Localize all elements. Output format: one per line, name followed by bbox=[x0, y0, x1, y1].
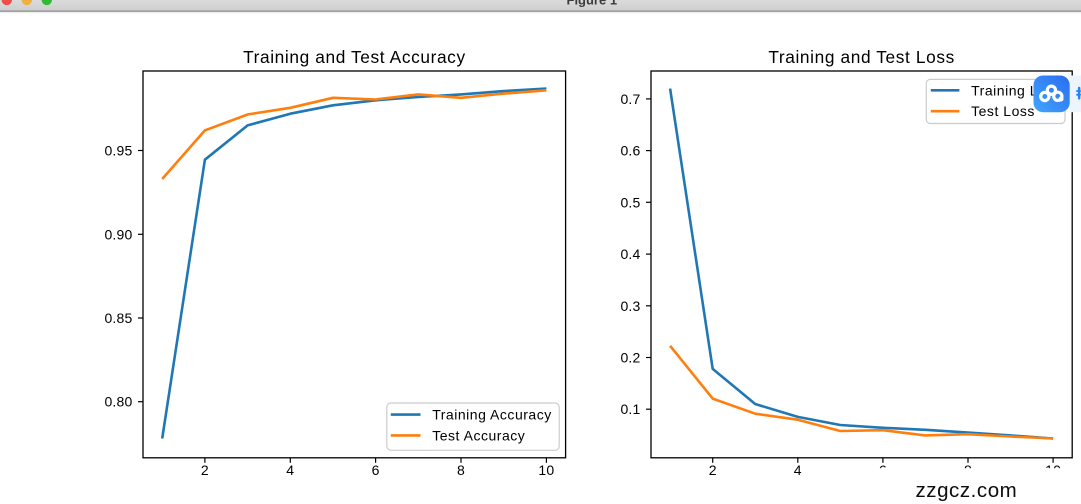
svg-text:Training and Test Accuracy: Training and Test Accuracy bbox=[243, 47, 466, 67]
svg-text:0.95: 0.95 bbox=[104, 143, 132, 159]
svg-text:4: 4 bbox=[794, 462, 802, 478]
svg-text:Training Accuracy: Training Accuracy bbox=[432, 407, 552, 423]
svg-text:6: 6 bbox=[372, 462, 380, 478]
svg-text:Training and Test Loss: Training and Test Loss bbox=[768, 47, 955, 67]
svg-text:2: 2 bbox=[709, 462, 717, 478]
svg-text:2: 2 bbox=[201, 462, 209, 478]
svg-text:0.85: 0.85 bbox=[104, 310, 132, 326]
svg-text:0.80: 0.80 bbox=[104, 394, 132, 410]
svg-text:0.90: 0.90 bbox=[104, 226, 132, 242]
svg-text:Figure 1: Figure 1 bbox=[567, 0, 618, 7]
svg-text:Test Loss: Test Loss bbox=[971, 103, 1035, 119]
svg-text:0.2: 0.2 bbox=[620, 350, 640, 366]
svg-text:8: 8 bbox=[457, 462, 465, 478]
svg-text:0.3: 0.3 bbox=[620, 298, 640, 314]
svg-text:Test Accuracy: Test Accuracy bbox=[432, 427, 525, 443]
svg-text:0.6: 0.6 bbox=[620, 143, 640, 159]
svg-text:0.7: 0.7 bbox=[620, 91, 640, 107]
svg-text:zzgcz.com: zzgcz.com bbox=[916, 479, 1018, 502]
svg-text:0.1: 0.1 bbox=[620, 401, 640, 417]
svg-text:0.4: 0.4 bbox=[620, 246, 640, 262]
svg-text:4: 4 bbox=[286, 462, 294, 478]
svg-text:10: 10 bbox=[538, 462, 554, 478]
svg-text:0.5: 0.5 bbox=[620, 194, 640, 210]
